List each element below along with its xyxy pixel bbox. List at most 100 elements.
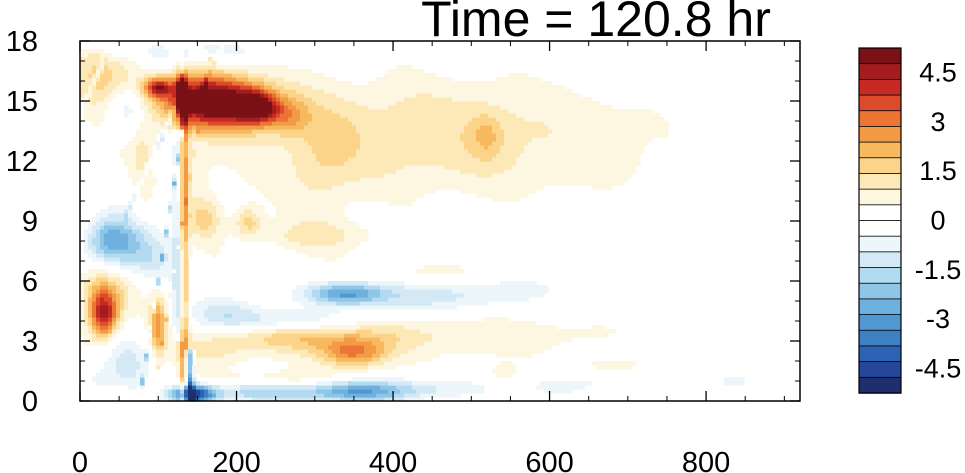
field-cell (444, 269, 449, 274)
field-cell (364, 193, 369, 198)
field-cell (448, 153, 453, 158)
field-cell (292, 149, 297, 154)
field-cell (400, 193, 405, 198)
field-cell (248, 205, 253, 210)
field-cell (292, 157, 297, 162)
field-cell (412, 165, 417, 170)
field-cell (460, 341, 465, 346)
field-cell (284, 317, 289, 322)
field-cell (212, 361, 217, 366)
field-cell (104, 209, 109, 214)
field-cell (164, 333, 169, 338)
field-cell (524, 293, 529, 298)
field-cell (416, 149, 421, 154)
field-cell (356, 165, 361, 170)
field-cell (464, 165, 469, 170)
field-cell (516, 285, 521, 290)
field-cell (340, 249, 345, 254)
field-cell (444, 185, 449, 190)
field-cell (232, 153, 237, 158)
field-cell (496, 337, 501, 342)
field-cell (220, 145, 225, 150)
field-cell (152, 253, 157, 258)
field-cell (212, 221, 217, 226)
field-cell (116, 313, 121, 318)
field-cell (304, 337, 309, 342)
field-cell (204, 189, 209, 194)
field-cell (192, 345, 197, 350)
field-cell (136, 253, 141, 258)
field-cell (200, 321, 205, 326)
field-cell (276, 149, 281, 154)
field-cell (312, 169, 317, 174)
field-cell (316, 185, 321, 190)
field-cell (144, 149, 149, 154)
field-cell (584, 165, 589, 170)
field-cell (208, 189, 213, 194)
field-cell (392, 321, 397, 326)
field-cell (604, 145, 609, 150)
field-cell (368, 177, 373, 182)
field-cell (132, 229, 137, 234)
field-cell (360, 229, 365, 234)
field-cell (184, 249, 189, 254)
field-cell (596, 149, 601, 154)
field-cell (384, 289, 389, 294)
field-cell (384, 197, 389, 202)
field-cell (164, 337, 169, 342)
field-cell (580, 157, 585, 162)
field-cell (448, 393, 453, 398)
field-cell (268, 217, 273, 222)
field-cell (340, 361, 345, 366)
field-cell (412, 149, 417, 154)
field-cell (604, 157, 609, 162)
field-cell (304, 333, 309, 338)
field-cell (192, 241, 197, 246)
field-cell (272, 329, 277, 334)
field-cell (244, 153, 249, 158)
field-cell (144, 357, 149, 362)
field-cell (340, 305, 345, 310)
field-cell (228, 161, 233, 166)
field-cell (120, 229, 125, 234)
field-cell (192, 153, 197, 158)
field-cell (608, 173, 613, 178)
field-cell (292, 293, 297, 298)
field-cell (176, 281, 181, 286)
field-cell (228, 297, 233, 302)
field-cell (448, 349, 453, 354)
field-cell (356, 369, 361, 374)
field-cell (484, 349, 489, 354)
field-cell (176, 209, 181, 214)
field-cell (508, 181, 513, 186)
field-cell (300, 317, 305, 322)
field-cell (508, 137, 513, 142)
field-cell (492, 337, 497, 342)
field-cell (388, 321, 393, 326)
field-cell (140, 385, 145, 390)
field-cell (368, 289, 373, 294)
field-cell (128, 257, 133, 262)
field-cell (320, 333, 325, 338)
field-cell (240, 209, 245, 214)
field-cell (296, 189, 301, 194)
field-cell (408, 381, 413, 386)
field-cell (240, 313, 245, 318)
field-cell (104, 225, 109, 230)
field-cell (208, 297, 213, 302)
field-cell (104, 273, 109, 278)
field-cell (144, 137, 149, 142)
field-cell (276, 357, 281, 362)
field-cell (396, 161, 401, 166)
field-cell (204, 337, 209, 342)
field-cell (188, 137, 193, 142)
field-cell (280, 157, 285, 162)
field-cell (200, 229, 205, 234)
field-cell (136, 241, 141, 246)
field-cell (168, 337, 173, 342)
field-cell (88, 341, 93, 346)
field-cell (320, 253, 325, 258)
field-cell (264, 217, 269, 222)
field-cell (120, 361, 125, 366)
field-cell (376, 301, 381, 306)
